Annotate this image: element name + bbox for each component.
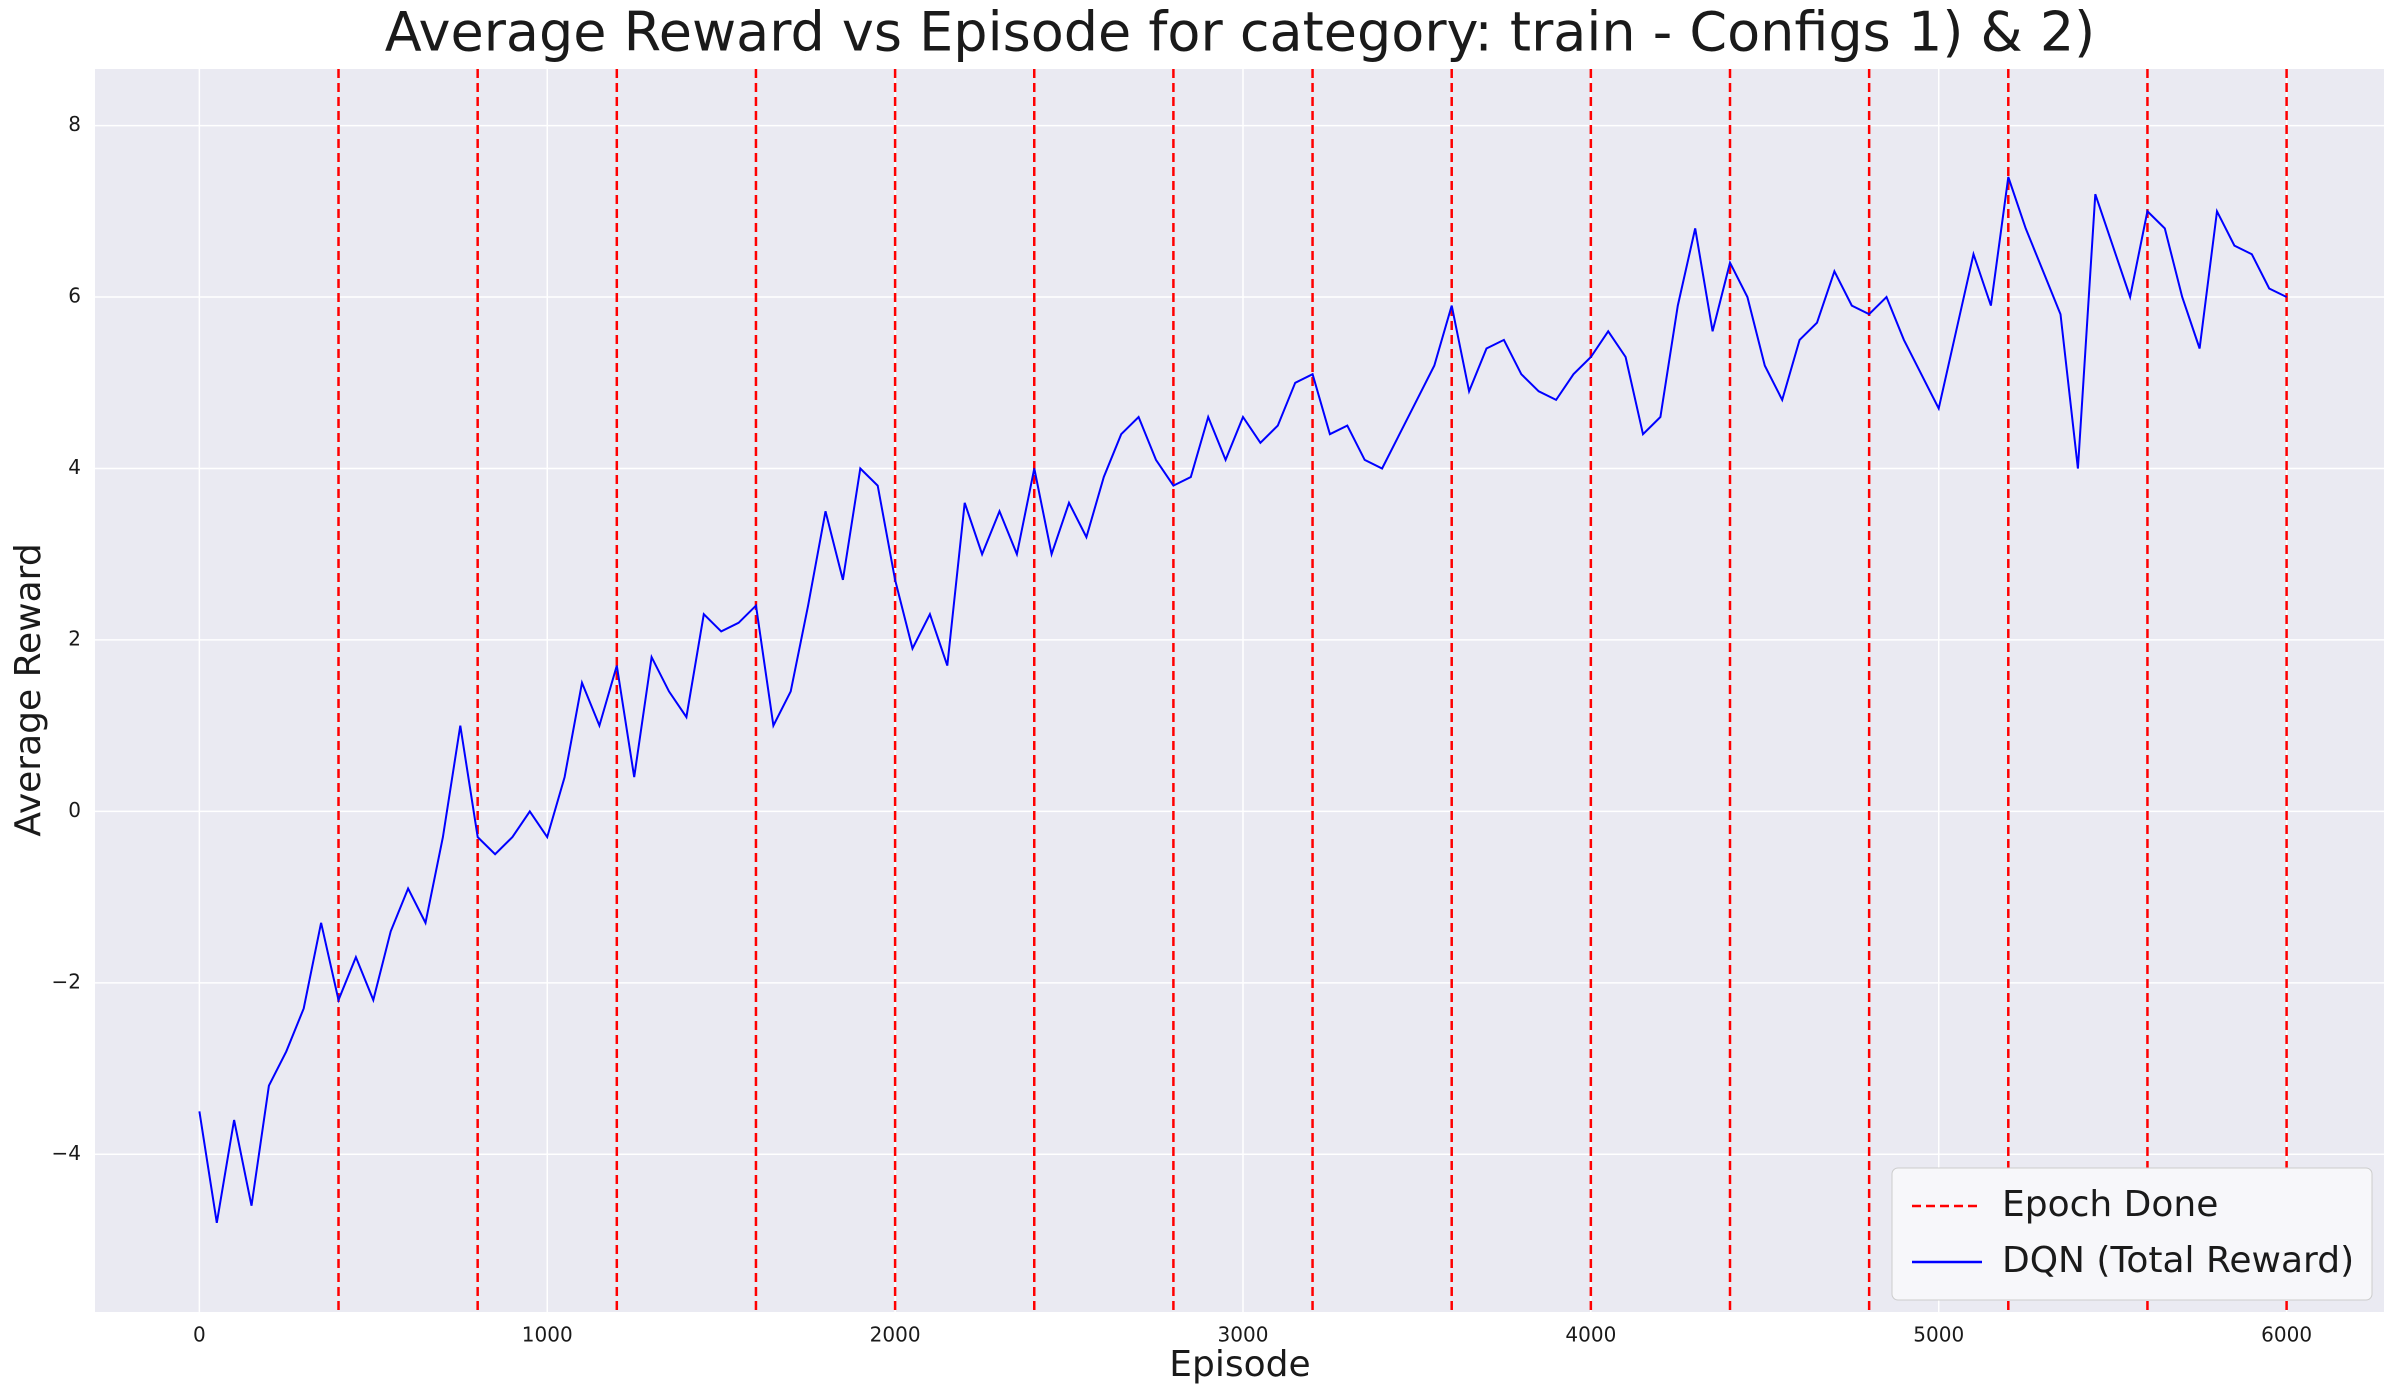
y-tick-label: 2 — [68, 626, 81, 650]
y-tick-label: −2 — [52, 969, 81, 993]
x-tick-label: 0 — [193, 1323, 206, 1347]
legend-label: Epoch Done — [2002, 1184, 2218, 1225]
x-tick-label: 3000 — [1218, 1323, 1269, 1347]
marks — [198, 69, 2288, 1312]
chart-title: Average Reward vs Episode for category: … — [385, 1, 2096, 64]
x-tick-label: 2000 — [870, 1323, 921, 1347]
y-tick-label: 4 — [68, 455, 81, 479]
y-tick-label: −4 — [52, 1141, 81, 1165]
x-tick-label: 5000 — [1913, 1323, 1964, 1347]
legend: Epoch Done DQN (Total Reward) — [1891, 1167, 2373, 1301]
y-tick-label: 6 — [68, 284, 81, 308]
y-tick-label: 8 — [68, 112, 81, 136]
x-axis-label: Episode — [1169, 1344, 1310, 1385]
y-axis-label: Average Reward — [8, 543, 49, 836]
x-tick-label: 6000 — [2261, 1323, 2312, 1347]
legend-label: DQN (Total Reward) — [2002, 1240, 2354, 1281]
x-tick-label: 1000 — [522, 1323, 573, 1347]
y-tick-label: 0 — [68, 798, 81, 822]
x-tick-label: 4000 — [1565, 1323, 1616, 1347]
legend-box — [1891, 1167, 2373, 1301]
plot-area — [95, 69, 2384, 1312]
series-line — [198, 176, 2288, 1223]
